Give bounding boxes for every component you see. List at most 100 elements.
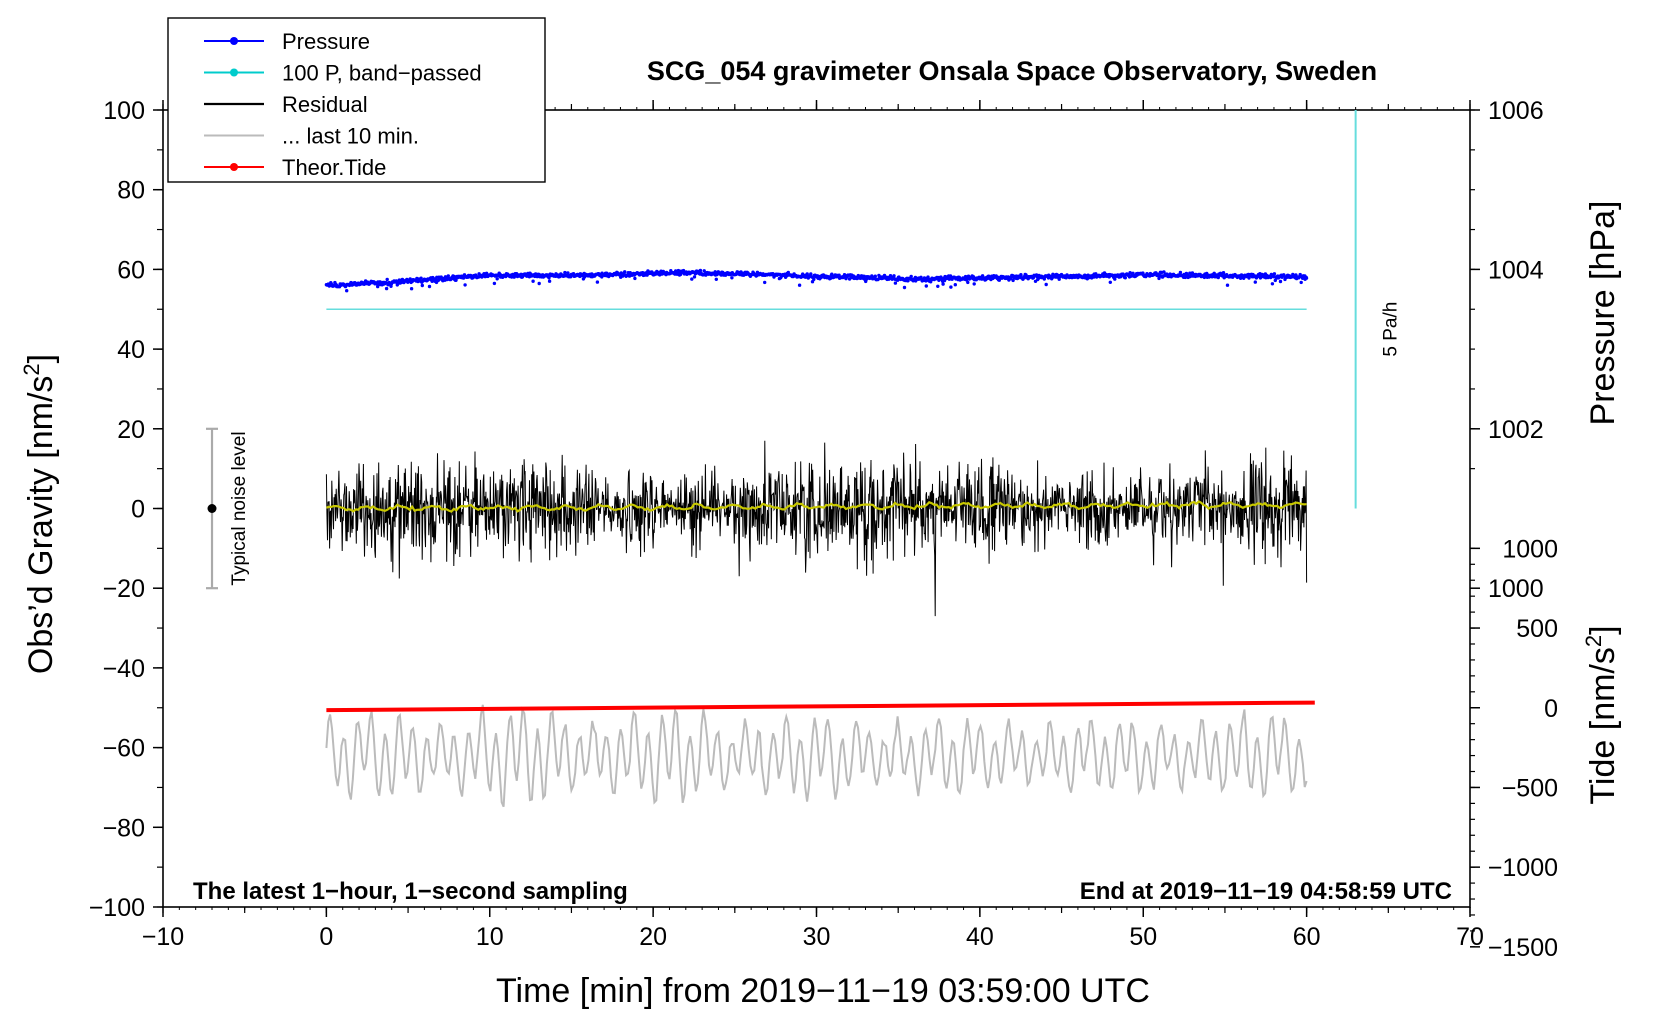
pressure-point bbox=[1157, 276, 1161, 281]
y-axis-title-left: Obs’d Gravity [nm/s2] bbox=[19, 354, 60, 674]
y-tick-label: 60 bbox=[117, 256, 145, 284]
annotation-end-time: End at 2019−11−19 04:58:59 UTC bbox=[1080, 878, 1452, 905]
series-last-10-min bbox=[325, 704, 1308, 808]
pressure-point bbox=[495, 277, 499, 281]
legend-label: Theor.Tide bbox=[282, 155, 386, 180]
y-tick-label: −80 bbox=[103, 814, 145, 842]
pressure-point bbox=[1253, 280, 1258, 284]
pressure-point bbox=[702, 269, 706, 273]
pressure-point bbox=[408, 277, 412, 281]
pressure-point bbox=[385, 277, 389, 282]
pressure-point bbox=[1269, 275, 1273, 280]
pressure-point bbox=[1272, 272, 1277, 276]
pressure-point bbox=[446, 274, 450, 278]
y-tick-label: 0 bbox=[131, 496, 145, 524]
x-tick-label: 20 bbox=[639, 923, 667, 951]
x-tick-label: 60 bbox=[1293, 923, 1321, 951]
scale-bar-label: 5 Pa/h bbox=[1381, 302, 1402, 357]
series-residual bbox=[325, 440, 1308, 617]
annotation-sampling: The latest 1−hour, 1−second sampling bbox=[193, 878, 628, 905]
pressure-point bbox=[1221, 271, 1226, 275]
tide-tick-label: 1000 bbox=[1502, 535, 1558, 563]
pressure-point bbox=[862, 274, 866, 278]
pressure-point bbox=[463, 283, 467, 287]
x-tick-label: −10 bbox=[142, 923, 184, 951]
pressure-point bbox=[1242, 276, 1246, 280]
y-tick-label: 100 bbox=[103, 97, 145, 125]
pressure-point bbox=[1216, 275, 1221, 280]
y-axis-title-tide: Tide [nm/s2] bbox=[1581, 625, 1622, 804]
y-axis-title-left-sup: 2 bbox=[19, 363, 44, 375]
pressure-point bbox=[384, 286, 389, 291]
pressure-point bbox=[1270, 282, 1275, 286]
y-tick-label: −20 bbox=[103, 575, 145, 603]
tide-tick-label: −500 bbox=[1502, 774, 1558, 802]
pressure-point bbox=[730, 276, 734, 280]
legend-label: ... last 10 min. bbox=[282, 124, 419, 149]
pressure-point bbox=[698, 268, 703, 273]
pressure-point bbox=[949, 285, 953, 289]
legend-swatch-marker bbox=[230, 37, 238, 45]
pressure-point bbox=[623, 270, 627, 274]
pressure-point bbox=[719, 273, 723, 277]
pressure-point bbox=[419, 276, 423, 280]
pressure-point bbox=[692, 275, 697, 279]
series-theoretical-tide bbox=[326, 700, 1315, 713]
pressure-point bbox=[797, 283, 802, 287]
legend-box bbox=[167, 17, 546, 183]
series-pressure bbox=[324, 268, 1309, 293]
y-tick-label: 40 bbox=[117, 336, 145, 364]
pressure-point bbox=[1123, 276, 1128, 280]
x-tick-label: 70 bbox=[1456, 923, 1484, 951]
pressure-point bbox=[345, 289, 349, 293]
pressure-point bbox=[563, 270, 567, 275]
pressure-point bbox=[676, 268, 681, 273]
pressure-point bbox=[966, 280, 970, 285]
y-axis-title-left-end: ] bbox=[22, 354, 60, 363]
tide-tick-label: 500 bbox=[1516, 615, 1558, 643]
pressure-tick-label: 1000 bbox=[1488, 575, 1544, 603]
y-axis-title-tide-end: ] bbox=[1584, 625, 1622, 634]
pressure-point bbox=[492, 281, 497, 286]
chart-annotations: 5 Pa/h Typical noise level bbox=[206, 110, 1402, 590]
legend-swatch-marker bbox=[230, 68, 238, 77]
pressure-point bbox=[409, 287, 414, 291]
x-tick-label: 50 bbox=[1129, 923, 1157, 951]
pressure-point bbox=[805, 272, 809, 276]
pressure-point bbox=[547, 276, 551, 280]
pressure-point bbox=[909, 274, 913, 279]
pressure-point bbox=[547, 279, 552, 283]
series-residual-smoothed bbox=[326, 500, 1307, 513]
pressure-point bbox=[888, 274, 893, 278]
x-tick-label: 40 bbox=[966, 923, 994, 951]
pressure-point bbox=[1113, 277, 1117, 281]
y-tick-label: −60 bbox=[103, 735, 145, 763]
pressure-point bbox=[1183, 275, 1188, 280]
pressure-point bbox=[531, 279, 535, 283]
y-axis-title-tide-main: Tide [nm/s bbox=[1584, 647, 1622, 804]
x-axis-title: Time [min] from 2019−11−19 03:59:00 UTC bbox=[496, 972, 1150, 1010]
pressure-point bbox=[430, 279, 434, 283]
pressure-point bbox=[936, 284, 940, 288]
pressure-point bbox=[893, 281, 898, 285]
pressure-point bbox=[1128, 271, 1132, 275]
pressure-point bbox=[420, 283, 424, 288]
x-tick-label: 0 bbox=[319, 923, 333, 951]
pressure-point bbox=[873, 274, 877, 278]
pressure-point bbox=[427, 284, 432, 289]
pressure-point bbox=[690, 277, 694, 281]
pressure-point bbox=[633, 276, 637, 281]
pressure-point bbox=[902, 285, 907, 290]
y-axis-title-tide-sup: 2 bbox=[1581, 635, 1606, 647]
x-tick-label: 30 bbox=[803, 923, 831, 951]
pressure-point bbox=[763, 280, 767, 285]
y-tick-label: 80 bbox=[117, 177, 145, 205]
pressure-point bbox=[595, 280, 600, 284]
x-tick-label: 10 bbox=[476, 923, 504, 951]
tide-tick-label: −1000 bbox=[1488, 854, 1558, 882]
legend-label: Residual bbox=[282, 92, 368, 117]
pressure-point bbox=[1304, 276, 1309, 280]
pressure-tick-label: 1002 bbox=[1488, 416, 1544, 444]
pressure-tick-label: 1006 bbox=[1488, 97, 1544, 125]
